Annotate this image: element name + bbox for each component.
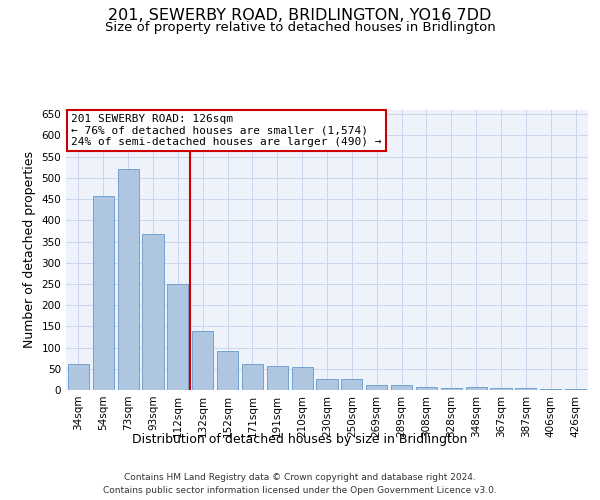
Bar <box>341 379 362 390</box>
Bar <box>167 284 188 390</box>
Bar <box>68 364 89 390</box>
Bar <box>515 388 536 390</box>
Bar <box>267 366 288 390</box>
Text: Contains HM Land Registry data © Crown copyright and database right 2024.
Contai: Contains HM Land Registry data © Crown c… <box>103 473 497 495</box>
Bar <box>540 388 561 390</box>
Bar <box>490 388 512 390</box>
Bar <box>93 196 114 390</box>
Bar <box>316 379 338 390</box>
Bar <box>242 364 263 390</box>
Text: 201 SEWERBY ROAD: 126sqm
← 76% of detached houses are smaller (1,574)
24% of sem: 201 SEWERBY ROAD: 126sqm ← 76% of detach… <box>71 114 382 148</box>
Bar <box>416 387 437 390</box>
Bar <box>118 168 139 390</box>
Y-axis label: Number of detached properties: Number of detached properties <box>23 152 36 348</box>
Text: Size of property relative to detached houses in Bridlington: Size of property relative to detached ho… <box>104 21 496 34</box>
Bar <box>292 366 313 390</box>
Text: 201, SEWERBY ROAD, BRIDLINGTON, YO16 7DD: 201, SEWERBY ROAD, BRIDLINGTON, YO16 7DD <box>109 8 491 22</box>
Bar <box>391 385 412 390</box>
Bar <box>142 234 164 390</box>
Bar <box>466 387 487 390</box>
Bar <box>441 388 462 390</box>
Bar <box>366 385 387 390</box>
Bar <box>192 330 213 390</box>
Text: Distribution of detached houses by size in Bridlington: Distribution of detached houses by size … <box>133 432 467 446</box>
Bar <box>217 351 238 390</box>
Bar <box>565 389 586 390</box>
